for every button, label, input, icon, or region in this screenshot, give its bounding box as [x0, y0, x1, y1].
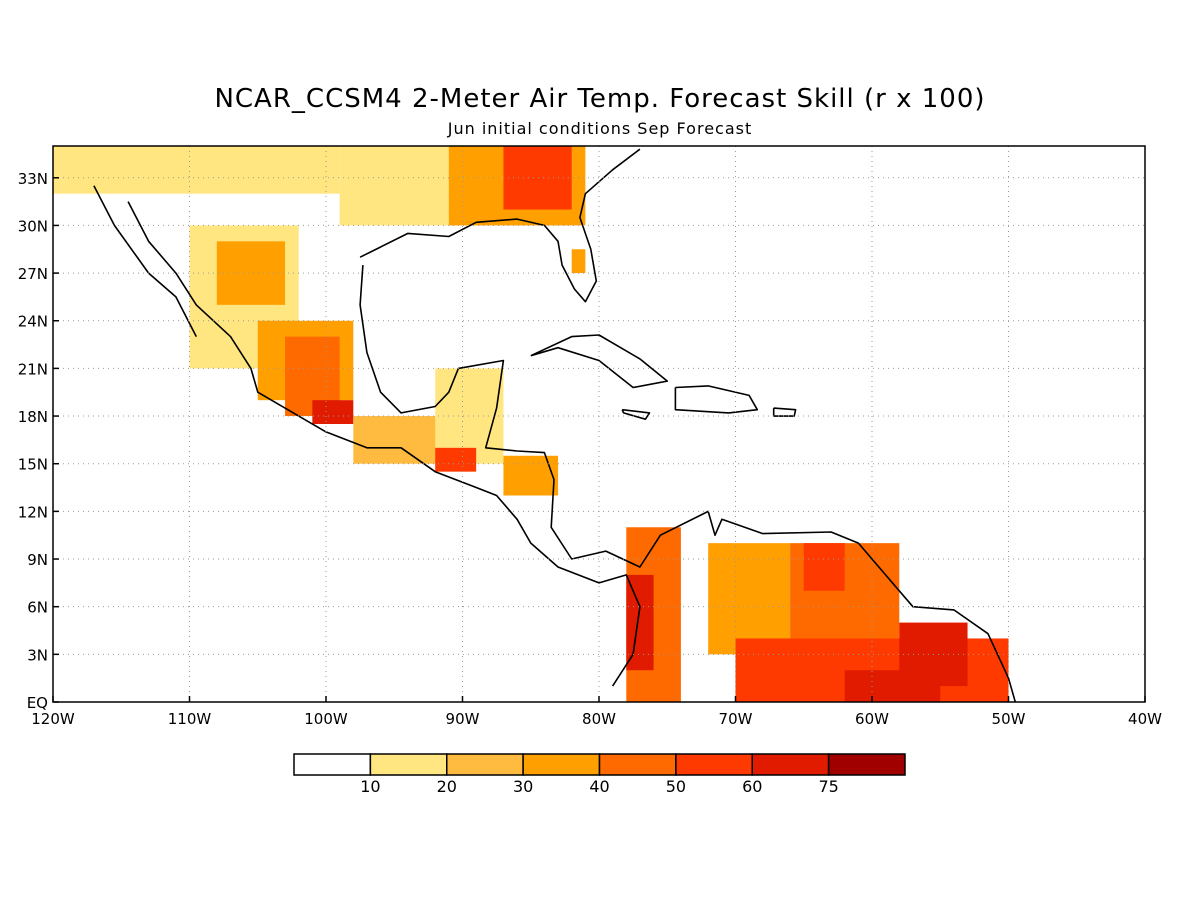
colorbar-label: 30 — [513, 777, 533, 796]
skill-region-18 — [803, 543, 845, 591]
lon-tick-label: 80W — [582, 710, 616, 728]
coastline-0 — [93, 185, 198, 337]
skill-region-8 — [312, 400, 354, 424]
lat-lon-grid — [53, 146, 1145, 702]
coastline-6 — [621, 408, 651, 420]
colorbar-label: 40 — [589, 777, 609, 796]
lat-tick-label: 6N — [27, 599, 48, 617]
skill-region-5 — [216, 241, 286, 305]
colorbar-label: 75 — [818, 777, 838, 796]
lat-tick-label: 9N — [27, 551, 48, 569]
lon-tick-label: 120W — [31, 710, 75, 728]
colorbar-swatch-6 — [751, 753, 830, 776]
axis-ticks: 120W 110W 100W 90W 80W 70W 60W 50W 40W EQ 3N 6N 9N 12… — [18, 170, 1162, 728]
colorbar-label: 50 — [666, 777, 686, 796]
colorbar: 10 20 30 40 50 60 75 — [293, 753, 906, 796]
lon-tick-label: 110W — [168, 710, 212, 728]
coastline-7 — [772, 407, 797, 417]
lat-tick-label: 33N — [18, 170, 48, 188]
colorbar-swatch-0 — [293, 753, 372, 776]
colorbar-swatch-3 — [522, 753, 601, 776]
lat-tick-label: 3N — [27, 646, 48, 664]
skill-region-21 — [844, 670, 941, 702]
skill-region-13 — [571, 249, 586, 274]
coastline-2 — [359, 265, 1017, 702]
skill-region-16 — [708, 543, 791, 655]
lon-tick-label: 40W — [1128, 710, 1162, 728]
colorbar-swatch-1 — [369, 753, 448, 776]
coastline-5 — [674, 385, 759, 414]
lat-tick-label: 27N — [18, 265, 48, 283]
lat-tick-label: 18N — [18, 408, 48, 426]
skill-shading — [53, 146, 1009, 702]
skill-region-15 — [626, 574, 654, 671]
coastline-4 — [530, 334, 669, 389]
lon-tick-label: 100W — [304, 710, 348, 728]
colorbar-label: 20 — [437, 777, 457, 796]
coastline-3 — [359, 148, 641, 303]
lat-tick-label: 24N — [18, 313, 48, 331]
colorbar-swatch-2 — [446, 753, 524, 776]
colorbar-swatch-7 — [827, 753, 906, 776]
lat-tick-label: EQ — [27, 694, 48, 712]
colorbar-swatch-5 — [675, 753, 753, 776]
lat-tick-label: 15N — [18, 456, 48, 474]
colorbar-swatch-4 — [598, 753, 677, 776]
colorbar-label: 10 — [360, 777, 380, 796]
lon-tick-label: 70W — [719, 710, 753, 728]
skill-region-3 — [503, 146, 572, 210]
skill-region-11 — [435, 447, 477, 472]
lat-tick-label: 21N — [18, 360, 48, 378]
lon-tick-label: 60W — [855, 710, 889, 728]
skill-region-0 — [53, 146, 340, 194]
map-subtitle: Jun initial conditions Sep Forecast — [447, 119, 753, 138]
colorbar-label: 60 — [742, 777, 762, 796]
lon-tick-label: 90W — [446, 710, 480, 728]
map-title: NCAR_CCSM4 2-Meter Air Temp. Forecast Sk… — [214, 84, 986, 114]
lat-tick-label: 12N — [18, 503, 48, 521]
lat-tick-label: 30N — [18, 217, 48, 235]
lon-tick-label: 50W — [992, 710, 1026, 728]
skill-region-12 — [503, 455, 559, 496]
